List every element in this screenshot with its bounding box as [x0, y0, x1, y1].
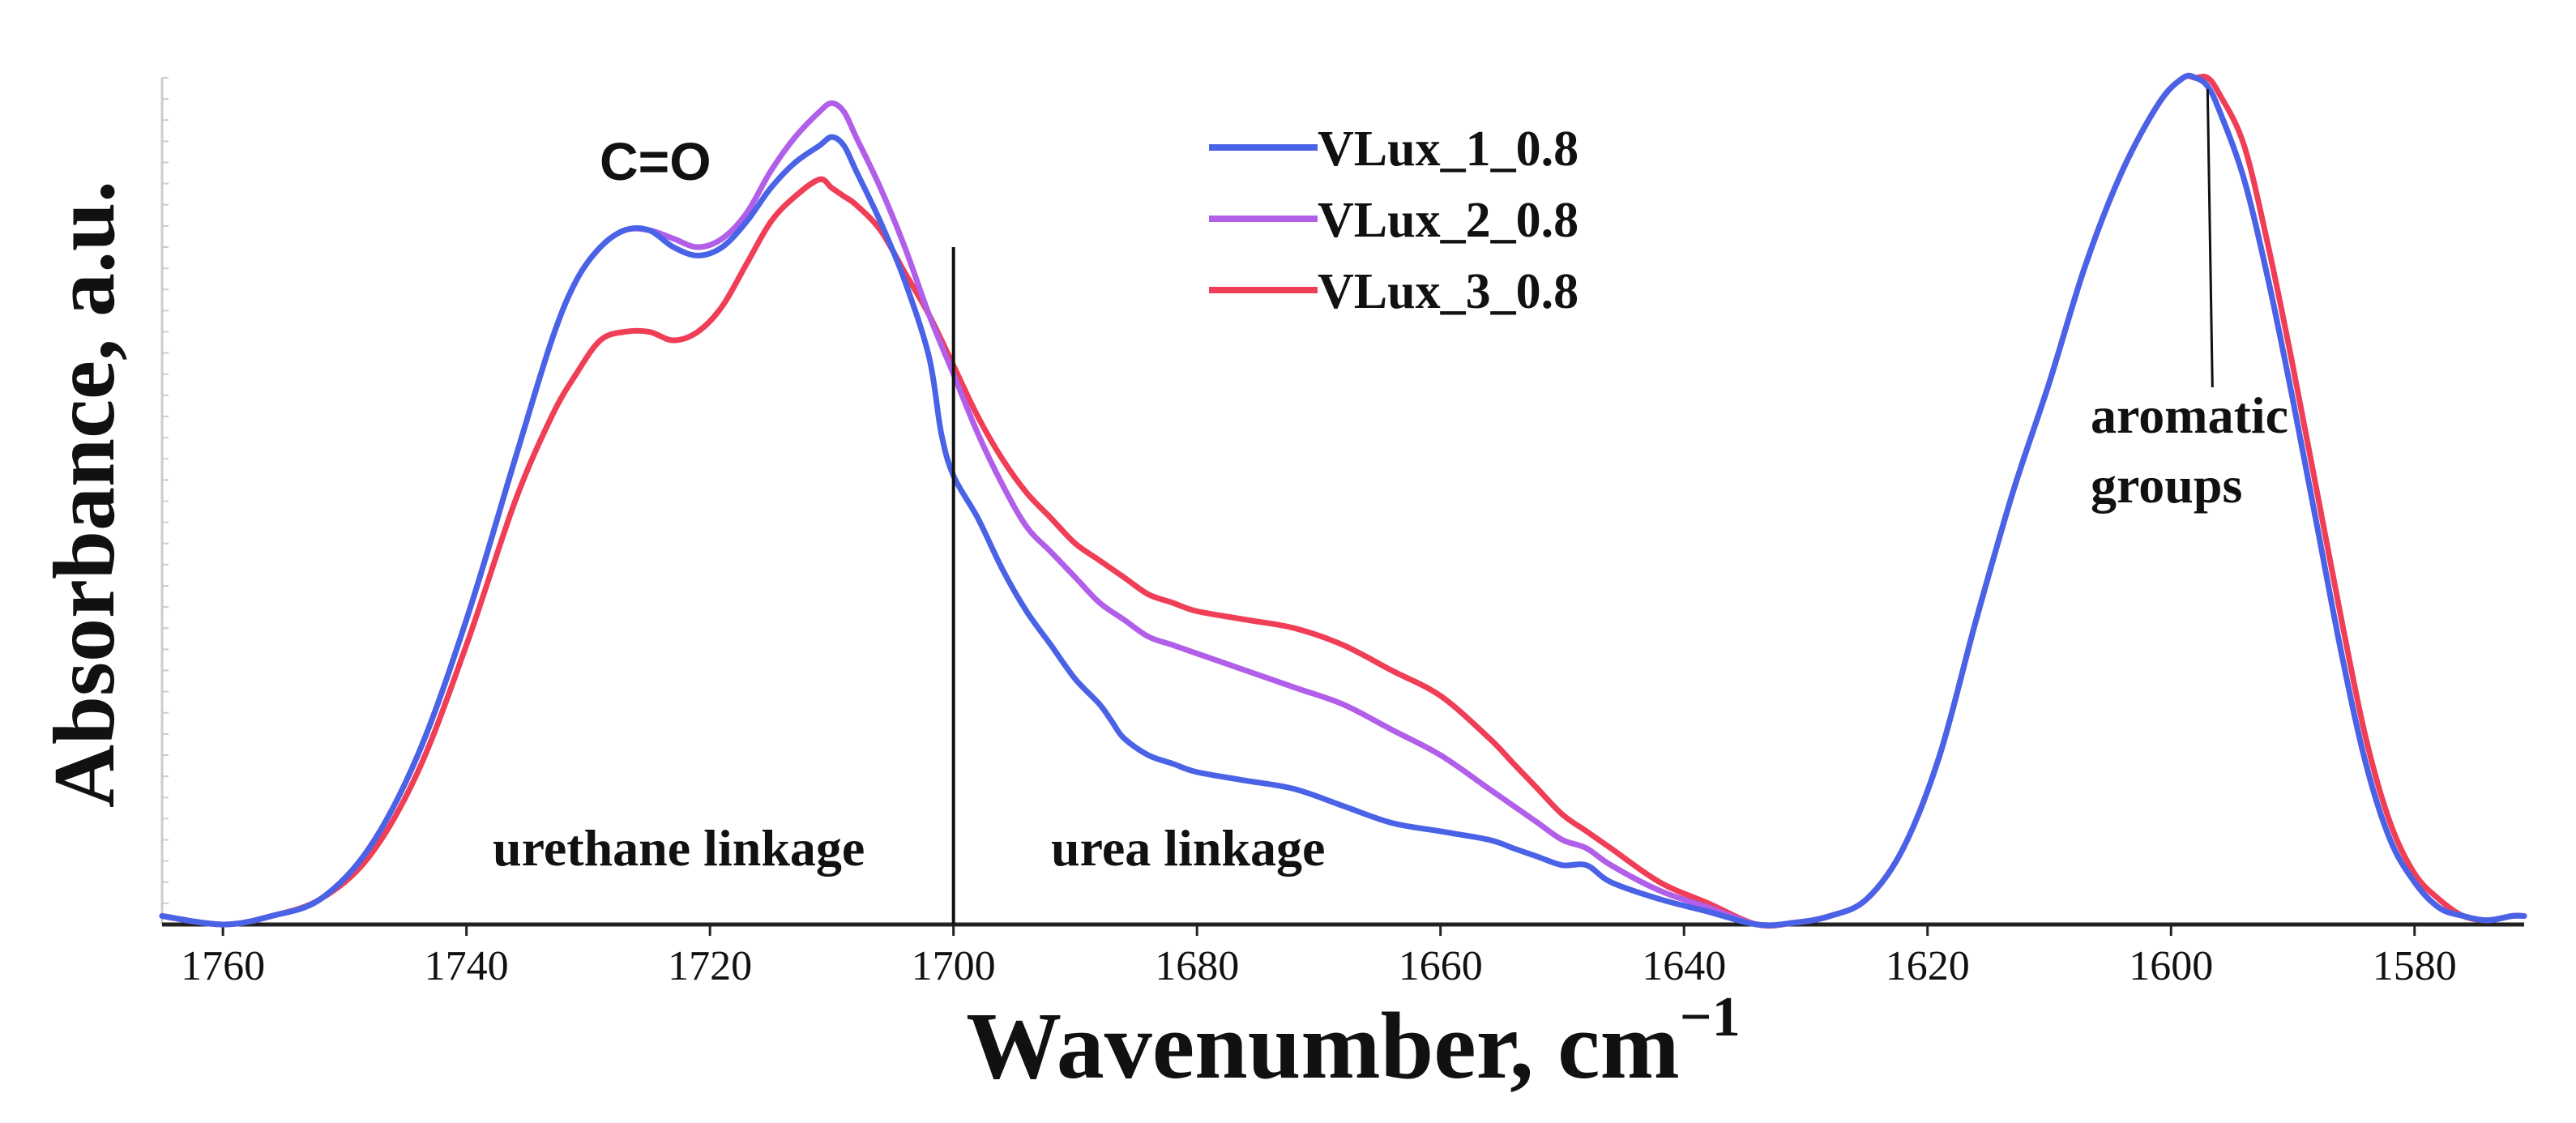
aromatic-marker-line	[2206, 88, 2214, 388]
x-tick-label: 1680	[1155, 943, 1239, 989]
legend: VLux_1_0.8 VLux_2_0.8 VLux_3_0.8	[1209, 122, 1578, 319]
aromatic-annotation-line2: groups	[2091, 456, 2242, 514]
y-axis-label: Absorbance, a.u.	[36, 181, 133, 808]
x-tick-label: 1620	[1886, 943, 1970, 989]
series-lines	[159, 72, 2527, 929]
x-axis-label: Wavenumber, cm−1	[966, 986, 1741, 1099]
x-tick-label: 1720	[668, 943, 752, 989]
legend-label: VLux_3_0.8	[1318, 264, 1578, 319]
x-axis-label-text: Wavenumber, cm	[966, 993, 1680, 1099]
urethane-linkage-annotation: urethane linkage	[493, 819, 865, 877]
x-axis-label-superscript: −1	[1680, 986, 1741, 1048]
x-tick-label: 1660	[1399, 943, 1483, 989]
x-tick-label: 1580	[2373, 943, 2457, 989]
urea-linkage-annotation: urea linkage	[1051, 819, 1325, 877]
x-tick-label: 1640	[1642, 943, 1726, 989]
series-line-vlux-3-0-8	[159, 73, 2527, 929]
y-axis-minor-ticks	[162, 77, 169, 925]
aromatic-annotation-line1: aromatic	[2091, 386, 2288, 444]
series-line-vlux-1-0-8	[159, 72, 2527, 929]
x-tick-label: 1760	[181, 943, 265, 989]
legend-label: VLux_2_0.8	[1318, 193, 1578, 248]
x-tick-label: 1700	[912, 943, 996, 989]
x-axis-ticks: 1760 1740 1720 1700 1680 1660 1640 1620 1600 1580	[181, 924, 2457, 989]
x-tick-label: 1600	[2129, 943, 2213, 989]
legend-label: VLux_1_0.8	[1318, 122, 1578, 177]
x-tick-label: 1740	[425, 943, 509, 989]
carbonyl-annotation: C=O	[600, 131, 711, 191]
